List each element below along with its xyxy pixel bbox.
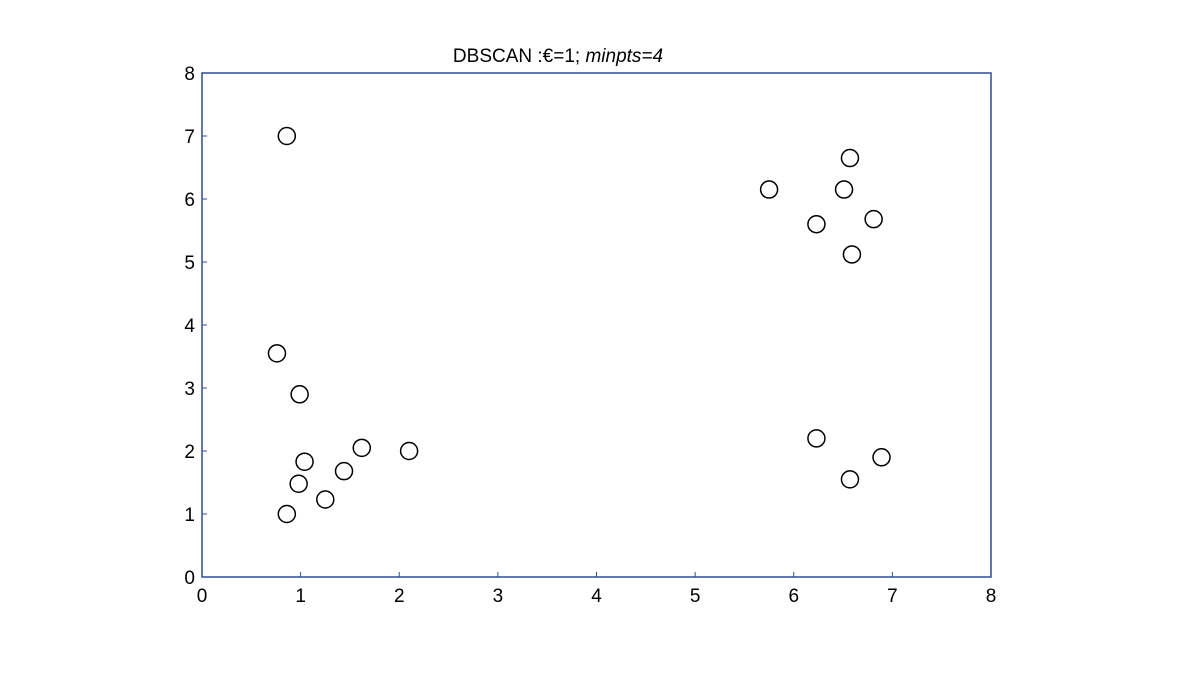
- data-point: [352, 438, 372, 458]
- data-point: [399, 441, 419, 461]
- x-tick-label: 4: [591, 586, 602, 607]
- data-point: [277, 126, 297, 146]
- data-point: [267, 344, 287, 363]
- chart-title: DBSCAN :€=1; minpts=4: [453, 46, 663, 67]
- y-tick-label: 7: [184, 127, 195, 148]
- y-axis: 0 1 2 3 4 5 6 7 8: [184, 64, 207, 589]
- data-point: [864, 209, 883, 229]
- data-point: [840, 470, 860, 489]
- data-point: [316, 490, 335, 509]
- data-point: [842, 245, 862, 264]
- data-point: [289, 474, 308, 494]
- x-tick-label: 8: [986, 586, 997, 607]
- y-tick-label: 4: [184, 316, 195, 337]
- x-tick-label: 0: [197, 586, 208, 607]
- x-tick-label: 6: [788, 586, 799, 607]
- data-point: [290, 385, 309, 404]
- chart-title-italic: minpts=4: [585, 46, 663, 67]
- x-tick-label: 1: [295, 586, 306, 607]
- x-tick-label: 5: [690, 586, 701, 607]
- y-tick-label: 1: [184, 505, 195, 526]
- chart-title-prefix: DBSCAN :€=1;: [453, 46, 586, 67]
- x-tick-label: 2: [394, 586, 405, 607]
- data-point: [334, 461, 354, 481]
- x-axis: 0 1 2 3 4 5 6 7 8: [197, 572, 997, 607]
- x-tick-label: 7: [887, 586, 898, 607]
- data-point: [872, 448, 891, 467]
- data-point: [759, 180, 779, 199]
- x-tick-label: 3: [493, 586, 504, 607]
- y-tick-label: 8: [184, 64, 195, 85]
- data-point: [295, 452, 314, 471]
- y-tick-label: 0: [184, 568, 195, 589]
- y-tick-label: 3: [184, 379, 195, 400]
- data-point: [277, 504, 297, 524]
- data-points: [267, 126, 891, 524]
- data-point: [807, 429, 826, 448]
- data-point: [834, 180, 854, 199]
- y-tick-label: 6: [184, 190, 195, 211]
- data-point: [840, 148, 860, 168]
- data-point: [807, 214, 826, 234]
- y-tick-label: 2: [184, 442, 195, 463]
- y-tick-label: 5: [184, 253, 195, 274]
